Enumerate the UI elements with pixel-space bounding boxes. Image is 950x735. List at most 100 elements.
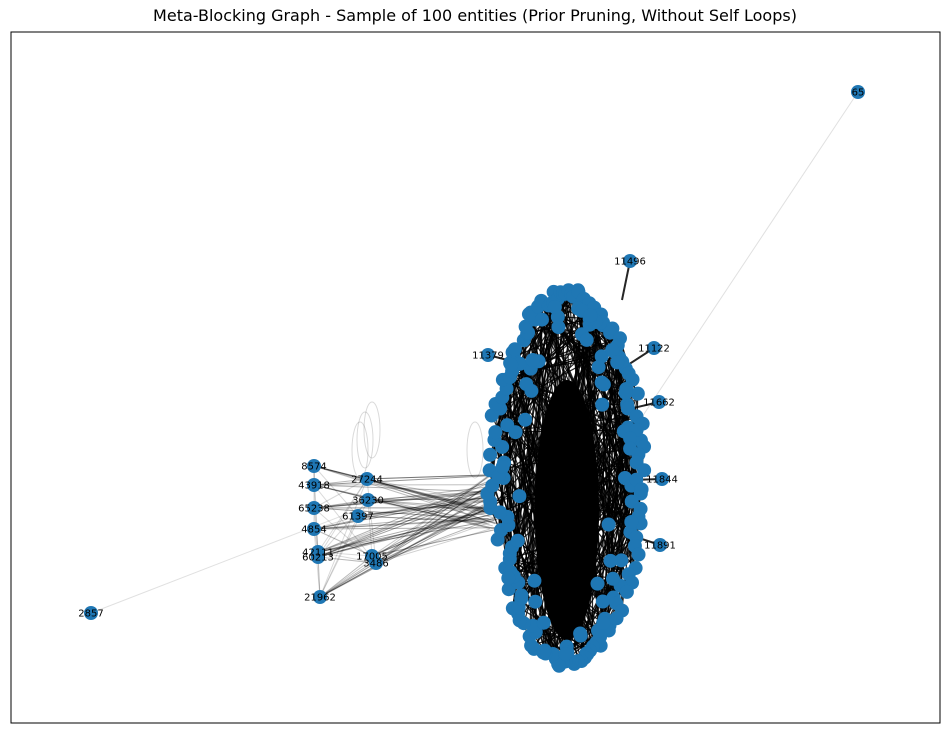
edge-left xyxy=(375,518,499,564)
edge-left xyxy=(317,493,487,558)
edge-left-internal xyxy=(317,478,368,558)
graph-node xyxy=(536,615,551,630)
edge-left xyxy=(317,508,495,553)
edge-left xyxy=(375,504,496,564)
edge-left xyxy=(357,506,498,517)
node-label-11891: 11891 xyxy=(644,541,676,552)
edge-left xyxy=(357,496,487,517)
edge-core xyxy=(534,319,626,394)
graph-node-2857 xyxy=(84,606,98,620)
edge-left-internal xyxy=(313,478,368,509)
graph-node xyxy=(594,375,609,390)
edge-left xyxy=(313,465,496,520)
edge-left xyxy=(367,499,496,510)
graph-node-4854 xyxy=(307,522,321,536)
edge-left xyxy=(313,484,498,530)
node-label-17005: 17005 xyxy=(356,552,388,563)
graph-node-36230 xyxy=(361,493,375,507)
edge-left-internal xyxy=(367,499,373,557)
edge-left xyxy=(367,499,498,524)
edge-loop-arc xyxy=(351,421,369,479)
edge-left xyxy=(313,465,492,512)
graph-node-11379 xyxy=(481,348,495,362)
graph-node xyxy=(590,576,605,591)
edge-left-internal xyxy=(319,555,373,598)
graph-node xyxy=(619,584,634,599)
edge-left-internal xyxy=(317,556,377,564)
edge-left xyxy=(317,478,498,558)
graph-node-65 xyxy=(851,85,865,99)
graph-node-11844 xyxy=(655,472,669,486)
graph-node xyxy=(488,425,503,440)
graph-node xyxy=(512,489,527,504)
edge-left xyxy=(317,507,498,558)
edge-left xyxy=(313,484,490,525)
node-label-11844: 11844 xyxy=(646,475,678,486)
graph-node xyxy=(623,441,638,456)
edge-left xyxy=(317,512,499,558)
edge-left xyxy=(313,490,495,509)
node-label-60213: 60213 xyxy=(302,553,334,564)
edge-left-internal xyxy=(313,484,377,564)
edge-left-internal xyxy=(313,484,319,558)
edges-light-group xyxy=(90,91,859,614)
edge-left xyxy=(367,498,495,501)
graph-node xyxy=(610,355,625,370)
edge-left xyxy=(375,516,497,564)
node-label-27244: 27244 xyxy=(351,475,383,486)
edge-left xyxy=(317,510,492,558)
graph-node xyxy=(637,463,652,478)
graph-node xyxy=(603,553,618,568)
edge-left xyxy=(319,478,500,598)
edge-left xyxy=(313,465,498,525)
graph-node xyxy=(596,615,611,630)
nodes-group xyxy=(84,85,865,673)
graph-node-8574 xyxy=(307,459,321,473)
edge-left xyxy=(357,500,489,517)
node-label-4854: 4854 xyxy=(301,525,326,536)
edge-loop-arc xyxy=(356,411,374,469)
edge-left xyxy=(313,491,488,530)
edge-left xyxy=(366,474,500,480)
graph-node xyxy=(528,594,543,609)
node-label-61397: 61397 xyxy=(342,512,374,523)
edge-left xyxy=(313,495,492,530)
node-label-36230: 36230 xyxy=(352,496,384,507)
graph-title: Meta-Blocking Graph - Sample of 100 enti… xyxy=(153,6,797,25)
graph-node-60213 xyxy=(311,550,325,564)
graph-node xyxy=(510,533,525,548)
edge-left xyxy=(319,474,491,598)
edge-left xyxy=(366,478,499,506)
edge-loop-arc xyxy=(363,401,381,459)
edge-loop-arc xyxy=(466,421,484,479)
edge-left xyxy=(319,497,499,598)
node-label-65238: 65238 xyxy=(298,504,330,515)
graph-node xyxy=(547,300,562,315)
edge-left-internal xyxy=(313,499,369,509)
edge-left xyxy=(313,507,498,521)
edge-left xyxy=(357,499,487,517)
edge-left xyxy=(313,527,499,530)
graph-node xyxy=(583,308,598,323)
edge-left-internal xyxy=(319,478,368,598)
edge-left xyxy=(367,499,493,527)
graph-node xyxy=(493,505,508,520)
node-label-11379: 11379 xyxy=(472,351,504,362)
edge-left xyxy=(367,499,493,513)
graph-node xyxy=(614,553,629,568)
graph-node-11891 xyxy=(653,538,667,552)
edge-left xyxy=(367,490,499,501)
edge-left xyxy=(313,518,489,530)
graph-node xyxy=(518,412,533,427)
edge-left xyxy=(313,511,500,530)
edge-left xyxy=(319,502,487,598)
edge-left-internal xyxy=(313,499,369,509)
graph-node xyxy=(573,628,588,643)
edge-left xyxy=(371,505,492,557)
edge-long xyxy=(639,91,859,421)
graph-node xyxy=(524,383,539,398)
graph-node-21962 xyxy=(313,590,327,604)
node-label-11496: 11496 xyxy=(614,257,646,268)
edge-left xyxy=(319,489,495,598)
